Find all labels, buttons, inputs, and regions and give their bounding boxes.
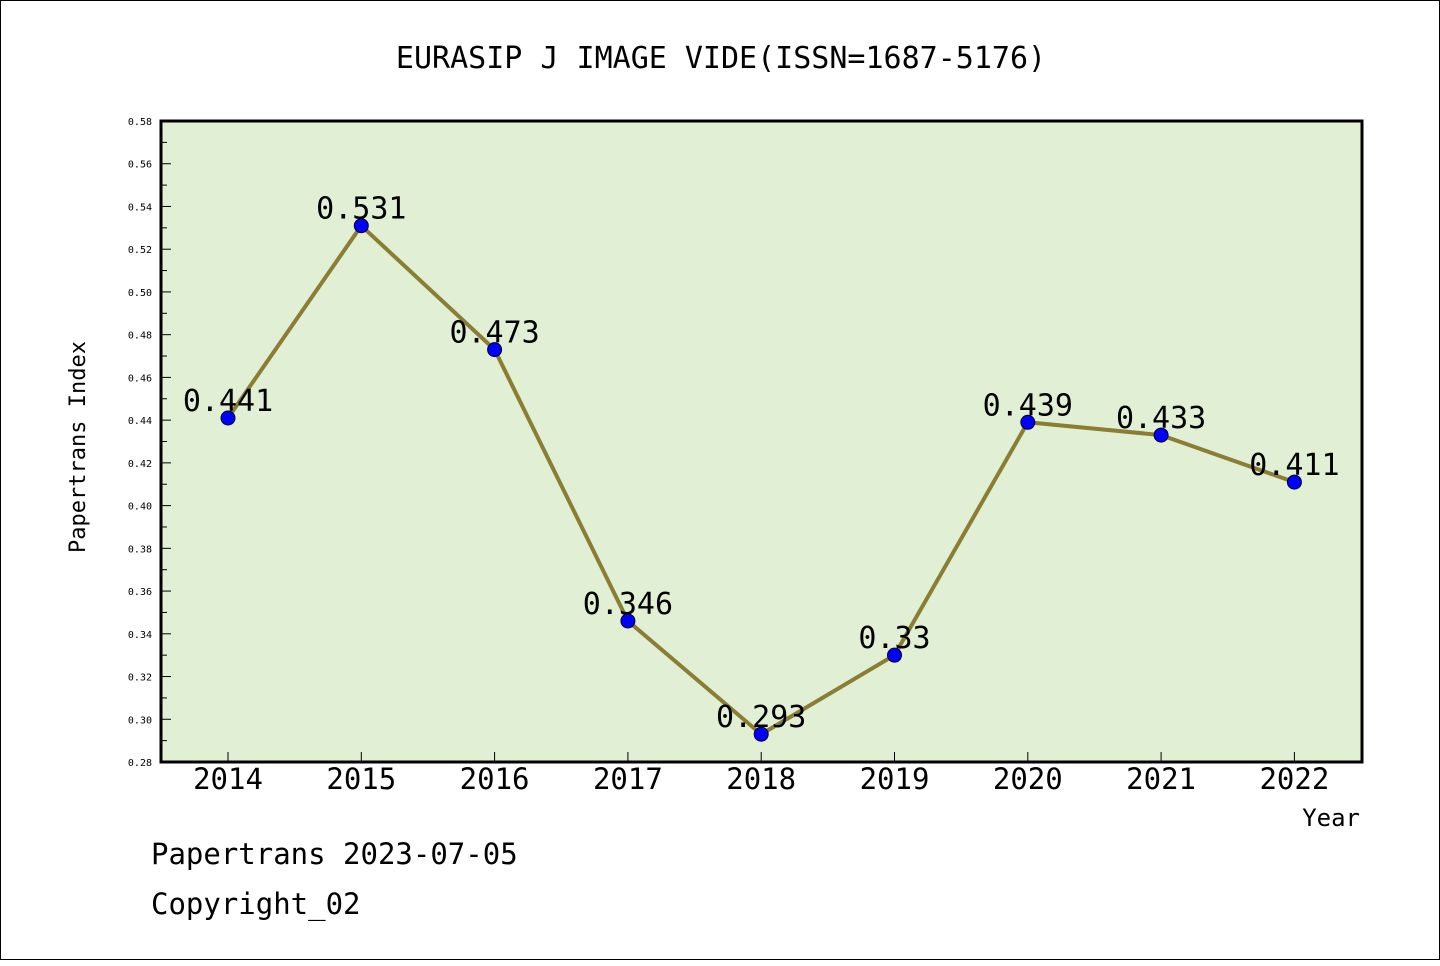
- y-tick-label: 0.46: [128, 373, 152, 384]
- y-tick-label: 0.32: [128, 673, 152, 684]
- y-tick-label: 0.54: [128, 202, 152, 213]
- x-tick-label: 2014: [193, 762, 263, 796]
- data-point: [487, 342, 503, 358]
- y-tick-label: 0.28: [128, 758, 152, 769]
- y-axis-label: Papertrans Index: [66, 341, 91, 553]
- y-tick-label: 0.48: [128, 331, 152, 342]
- x-tick-label: 2022: [1259, 762, 1329, 796]
- y-tick-label: 0.30: [128, 715, 152, 726]
- x-tick-label: 2020: [993, 762, 1063, 796]
- y-tick-label: 0.36: [128, 587, 152, 598]
- x-tick-label: 2019: [860, 762, 930, 796]
- data-point: [1153, 427, 1169, 443]
- y-tick-label: 0.50: [128, 288, 152, 299]
- x-tick-label: 2017: [593, 762, 663, 796]
- x-axis-label: Year: [1302, 804, 1360, 832]
- data-point: [887, 647, 902, 663]
- x-tick-label: 2021: [1126, 762, 1196, 796]
- x-tick-label: 2015: [326, 762, 396, 796]
- data-point: [353, 218, 369, 234]
- x-tick-label: 2016: [460, 762, 530, 796]
- data-label: 0.439: [983, 388, 1073, 423]
- data-point: [220, 410, 236, 426]
- data-label: 0.33: [858, 621, 930, 656]
- y-axis: 0.28 0.30 0.32 0.34 0.36 0.38 0.40 0.42 0.44 0.46…: [128, 117, 171, 769]
- y-tick-label: 0.56: [128, 160, 152, 171]
- footer-copyright: Copyright_02: [151, 887, 361, 922]
- data-point: [620, 613, 636, 629]
- data-point: [753, 726, 769, 742]
- y-tick-label: 0.42: [128, 459, 152, 470]
- y-tick-label: 0.58: [128, 117, 152, 128]
- y-tick-label: 0.52: [128, 245, 152, 256]
- y-tick-label: 0.34: [128, 630, 152, 641]
- data-label: 0.433: [1116, 401, 1206, 436]
- footer-date: Papertrans 2023-07-05: [151, 837, 518, 871]
- chart-title: EURASIP J IMAGE VIDE(ISSN=1687-5176): [396, 41, 1046, 76]
- x-axis: 2014 2015 2016 2017 2018 2019 2020 2021 2022: [193, 752, 1329, 796]
- y-tick-label: 0.38: [128, 544, 152, 555]
- data-label: 0.531: [316, 192, 406, 227]
- data-label: 0.473: [449, 316, 539, 351]
- data-label: 0.441: [183, 384, 273, 419]
- data-point: [1020, 414, 1036, 430]
- data-label: 0.293: [716, 700, 806, 735]
- data-point: [1286, 474, 1302, 490]
- series-group: 0.441 0.531 0.473 0.346 0.293 0.33 0.439 0.433 0…: [183, 192, 1340, 742]
- data-label: 0.346: [583, 587, 673, 622]
- data-label: 0.411: [1249, 448, 1339, 483]
- y-tick-label: 0.40: [128, 502, 152, 513]
- y-tick-label: 0.44: [128, 416, 152, 427]
- x-tick-label: 2018: [726, 762, 796, 796]
